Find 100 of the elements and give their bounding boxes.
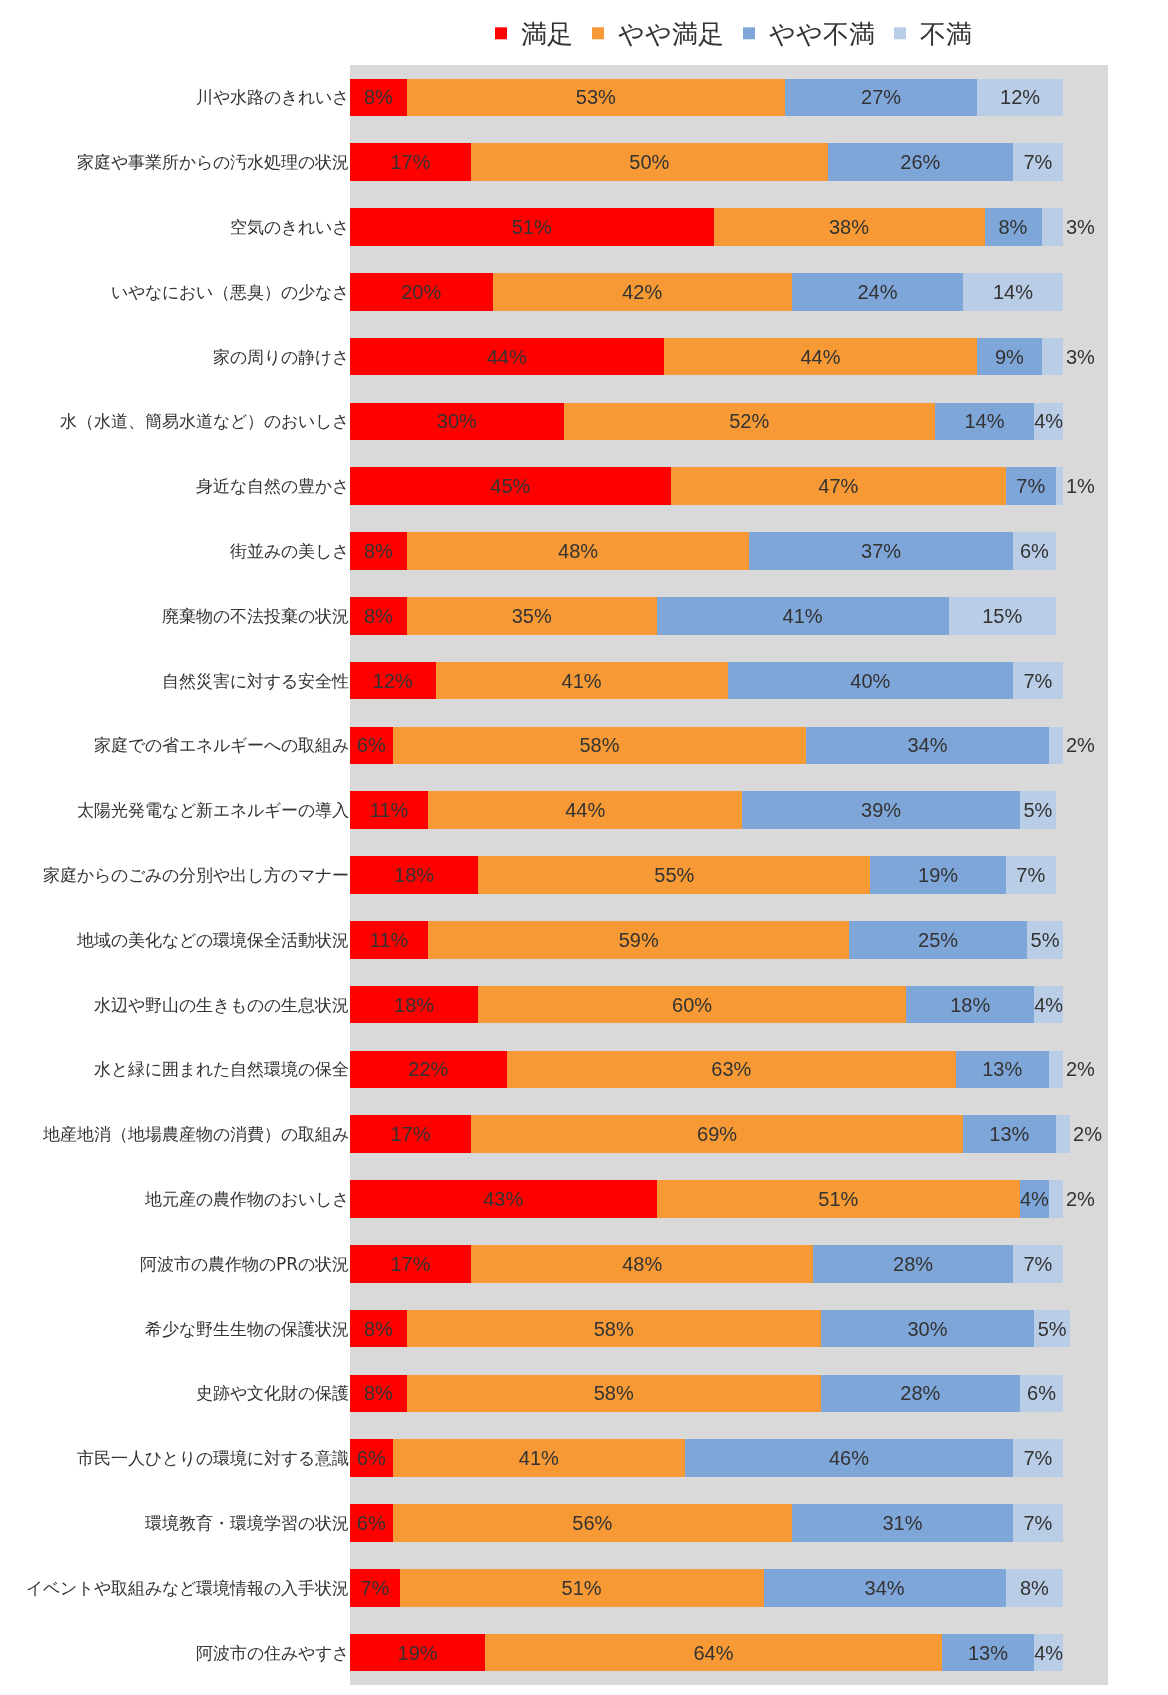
bar (428, 791, 743, 829)
bar (350, 1633, 486, 1672)
data-label: 8% (363, 1317, 394, 1340)
bar (1041, 337, 1063, 376)
data-label: 59% (618, 928, 659, 951)
data-label: 2% (1065, 734, 1096, 757)
bar (350, 532, 408, 570)
data-label: 7% (1016, 475, 1046, 498)
data-label: 12% (1000, 86, 1041, 109)
y-tick-label: 家の周りの静けさ (213, 346, 349, 367)
bar (492, 273, 793, 311)
bar (670, 467, 1006, 505)
data-label: 38% (828, 216, 870, 238)
data-label: 26% (900, 151, 941, 174)
data-label: 2% (1065, 1058, 1096, 1081)
data-label: 46% (828, 1447, 870, 1470)
bar (506, 1050, 957, 1089)
bar (350, 1180, 657, 1218)
bar (350, 1569, 400, 1607)
data-label: 4% (1034, 410, 1064, 433)
y-tick-label: いやなにおい（悪臭）の少なさ (111, 281, 349, 302)
bar (350, 791, 429, 829)
data-label: 15% (982, 604, 1023, 627)
data-label: 5% (1030, 928, 1060, 951)
bar (471, 143, 828, 181)
bar (350, 402, 564, 441)
data-label: 12% (372, 669, 413, 692)
data-label: 44% (486, 345, 527, 368)
data-label: 9% (994, 345, 1025, 368)
data-label: 6% (356, 1512, 386, 1534)
data-label: 35% (511, 604, 552, 627)
bar (956, 1050, 1049, 1089)
data-label: 28% (900, 1382, 941, 1405)
data-label: 1% (1065, 475, 1096, 498)
bar (656, 597, 949, 635)
bar (849, 921, 1028, 959)
y-tick-label: 家庭や事業所からの汚水処理の状況 (77, 152, 349, 173)
data-label: 6% (1027, 1382, 1057, 1405)
bar (392, 1439, 686, 1477)
bar (407, 1309, 821, 1348)
bar (350, 597, 408, 635)
y-tick-label: 水（水道、簡易水道など）のおいしさ (60, 411, 349, 432)
data-label: 6% (356, 1447, 386, 1470)
bar (350, 208, 714, 246)
data-label: 11% (369, 928, 409, 951)
data-label: 5% (1037, 1317, 1067, 1340)
data-label: 41% (561, 669, 602, 692)
legend-label: やや満足 (618, 19, 724, 50)
y-tick-label: 家庭での省エネルギーへの取組み (94, 735, 349, 756)
data-label: 7% (1023, 1512, 1053, 1534)
data-label: 5% (1023, 799, 1053, 822)
data-label: 58% (593, 1317, 634, 1340)
data-label: 48% (558, 540, 599, 562)
bar (1048, 1180, 1063, 1218)
bar (478, 985, 907, 1024)
bar (1013, 1439, 1063, 1477)
data-label: 45% (490, 475, 531, 498)
data-label: 31% (882, 1512, 923, 1534)
bar (392, 1504, 793, 1542)
data-label: 69% (697, 1123, 738, 1146)
bar (963, 273, 1063, 311)
bar (350, 1245, 472, 1283)
data-label: 3% (1065, 345, 1096, 368)
y-tick-label: イベントや取組みなど環境情報の入手状況 (26, 1577, 349, 1598)
bar (1005, 467, 1056, 505)
legend-label: 満足 (521, 19, 573, 50)
data-label: 25% (918, 928, 959, 951)
bar (784, 78, 978, 117)
y-tick-label: 地元産の農作物のおいしさ (144, 1188, 349, 1209)
bar (806, 726, 1049, 765)
bar (792, 273, 964, 311)
y-tick-label: 川や水路のきれいさ (196, 87, 349, 108)
y-tick-label: 阿波市の農作物のPRの状況 (139, 1253, 349, 1274)
bar (663, 337, 978, 376)
bar (350, 1050, 507, 1089)
bar (350, 467, 671, 505)
bar (941, 1633, 1035, 1672)
bar (350, 985, 479, 1024)
bar (350, 337, 664, 376)
data-label: 8% (363, 86, 394, 109)
y-tick-label: 水と緑に囲まれた自然環境の保全 (94, 1059, 349, 1080)
y-tick-label: 環境教育・環境学習の状況 (145, 1512, 349, 1533)
bar (742, 791, 1021, 829)
y-tick-label: 自然災害に対する安全性 (162, 670, 349, 691)
data-label: 7% (1023, 1447, 1053, 1470)
data-label: 40% (850, 669, 891, 692)
bar (813, 1245, 1014, 1283)
data-label: 30% (436, 410, 478, 433)
data-label: 44% (565, 799, 606, 822)
data-label: 47% (818, 475, 859, 498)
bar (350, 661, 436, 700)
bar (478, 856, 871, 894)
y-tick-label: 史跡や文化財の保護 (196, 1383, 349, 1404)
bar (977, 78, 1063, 117)
bar (870, 856, 1006, 894)
data-label: 8% (1019, 1576, 1050, 1599)
bar (792, 1504, 1014, 1542)
data-label: 4% (1034, 993, 1064, 1016)
data-label: 4% (1019, 1188, 1050, 1210)
bar (820, 1374, 1021, 1413)
